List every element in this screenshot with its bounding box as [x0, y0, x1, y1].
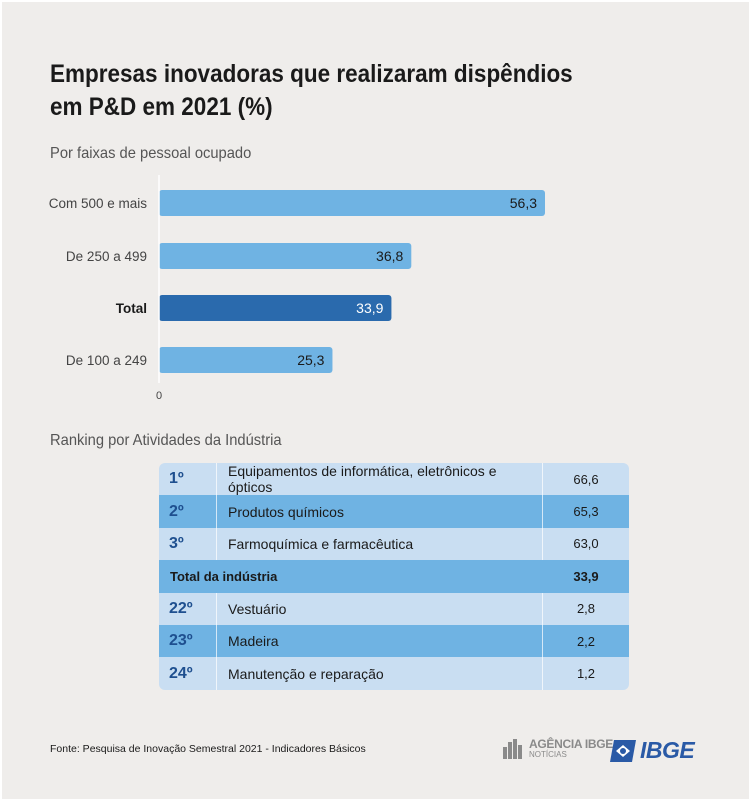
ranking-subtitle: Ranking por Atividades da Indústria	[50, 432, 282, 449]
bar-de-100-a-249	[159, 347, 333, 373]
ranking-row: 22º Vestuário 2,8	[159, 592, 629, 625]
ibge-logo-text: IBGE	[640, 737, 695, 763]
ranking-row: 23º Madeira 2,2	[159, 624, 629, 658]
total-value: 33,9	[573, 568, 599, 584]
activity-value: 66,6	[573, 471, 599, 487]
bar-com-500-e-mais	[159, 190, 545, 216]
activity-name: Madeira	[217, 624, 543, 658]
value-label: 33,9	[356, 300, 383, 316]
chart-subtitle: Por faixas de pessoal ocupado	[50, 145, 252, 162]
value-label: 36,8	[376, 248, 403, 264]
activity-value: 63,0	[573, 536, 599, 552]
agencia-logo-subtext: NOTÍCIAS	[529, 750, 567, 759]
category-label: De 100 a 249	[66, 353, 147, 368]
rank-position: 2º	[159, 495, 217, 528]
category-label: Total	[116, 301, 147, 316]
activity-name: Farmoquímica e farmacêutica	[217, 527, 543, 561]
rank-position: 3º	[159, 527, 217, 561]
title-line-1: Empresas inovadoras que realizaram dispê…	[50, 60, 573, 88]
rank-position: 1º	[159, 463, 217, 496]
ranking-row: 2º Produtos químicos 65,3	[159, 495, 629, 528]
activity-name: Equipamentos de informática, eletrônicos…	[217, 463, 543, 496]
ranking-row: 24º Manutenção e reparação 1,2	[159, 657, 629, 690]
ranking-total-row: Total da indústria 33,9	[159, 560, 629, 593]
activity-name: Produtos químicos	[217, 495, 543, 528]
total-label: Total da indústria	[170, 568, 278, 584]
category-label: Com 500 e mais	[49, 196, 148, 211]
activity-value: 65,3	[573, 504, 599, 520]
x-axis-tick-label: 0	[156, 390, 162, 402]
activity-name: Vestuário	[217, 592, 543, 625]
ranking-row: 1º Equipamentos de informática, eletrônic…	[159, 463, 629, 496]
page-title: Empresas inovadoras que realizaram dispê…	[50, 58, 608, 124]
value-label: 25,3	[297, 352, 324, 368]
bar-total	[159, 295, 392, 321]
agencia-icon	[503, 738, 522, 759]
ranking-row: 3º Farmoquímica e farmacêutica 63,0	[159, 527, 629, 561]
activity-name: Manutenção e reparação	[217, 657, 543, 690]
activity-value: 2,8	[576, 601, 596, 617]
agencia-logo-text: AGÊNCIA IBGE	[529, 737, 613, 751]
ibge-icon	[610, 739, 636, 762]
category-label: De 250 a 499	[66, 249, 147, 264]
value-label: 56,3	[510, 195, 537, 211]
bar-de-250-a-499	[159, 243, 412, 269]
ibge-logo: IBGE	[610, 737, 695, 764]
bar-chart: Com 500 e mais 56,3 De 250 a 499 36,8 Total 3…	[49, 175, 545, 402]
rank-position: 23º	[159, 624, 217, 658]
activity-value: 1,2	[576, 666, 596, 682]
rank-position: 22º	[159, 592, 217, 625]
activity-value: 2,2	[576, 633, 596, 649]
source-note: Fonte: Pesquisa de Inovação Semestral 20…	[50, 743, 366, 755]
ranking-table: 1º Equipamentos de informática, eletrônic…	[159, 463, 629, 690]
rank-position: 24º	[159, 657, 217, 690]
title-line-2: em P&D em 2021 (%)	[50, 93, 273, 121]
agencia-ibge-logo: AGÊNCIA IBGE NOTÍCIAS	[503, 738, 613, 759]
